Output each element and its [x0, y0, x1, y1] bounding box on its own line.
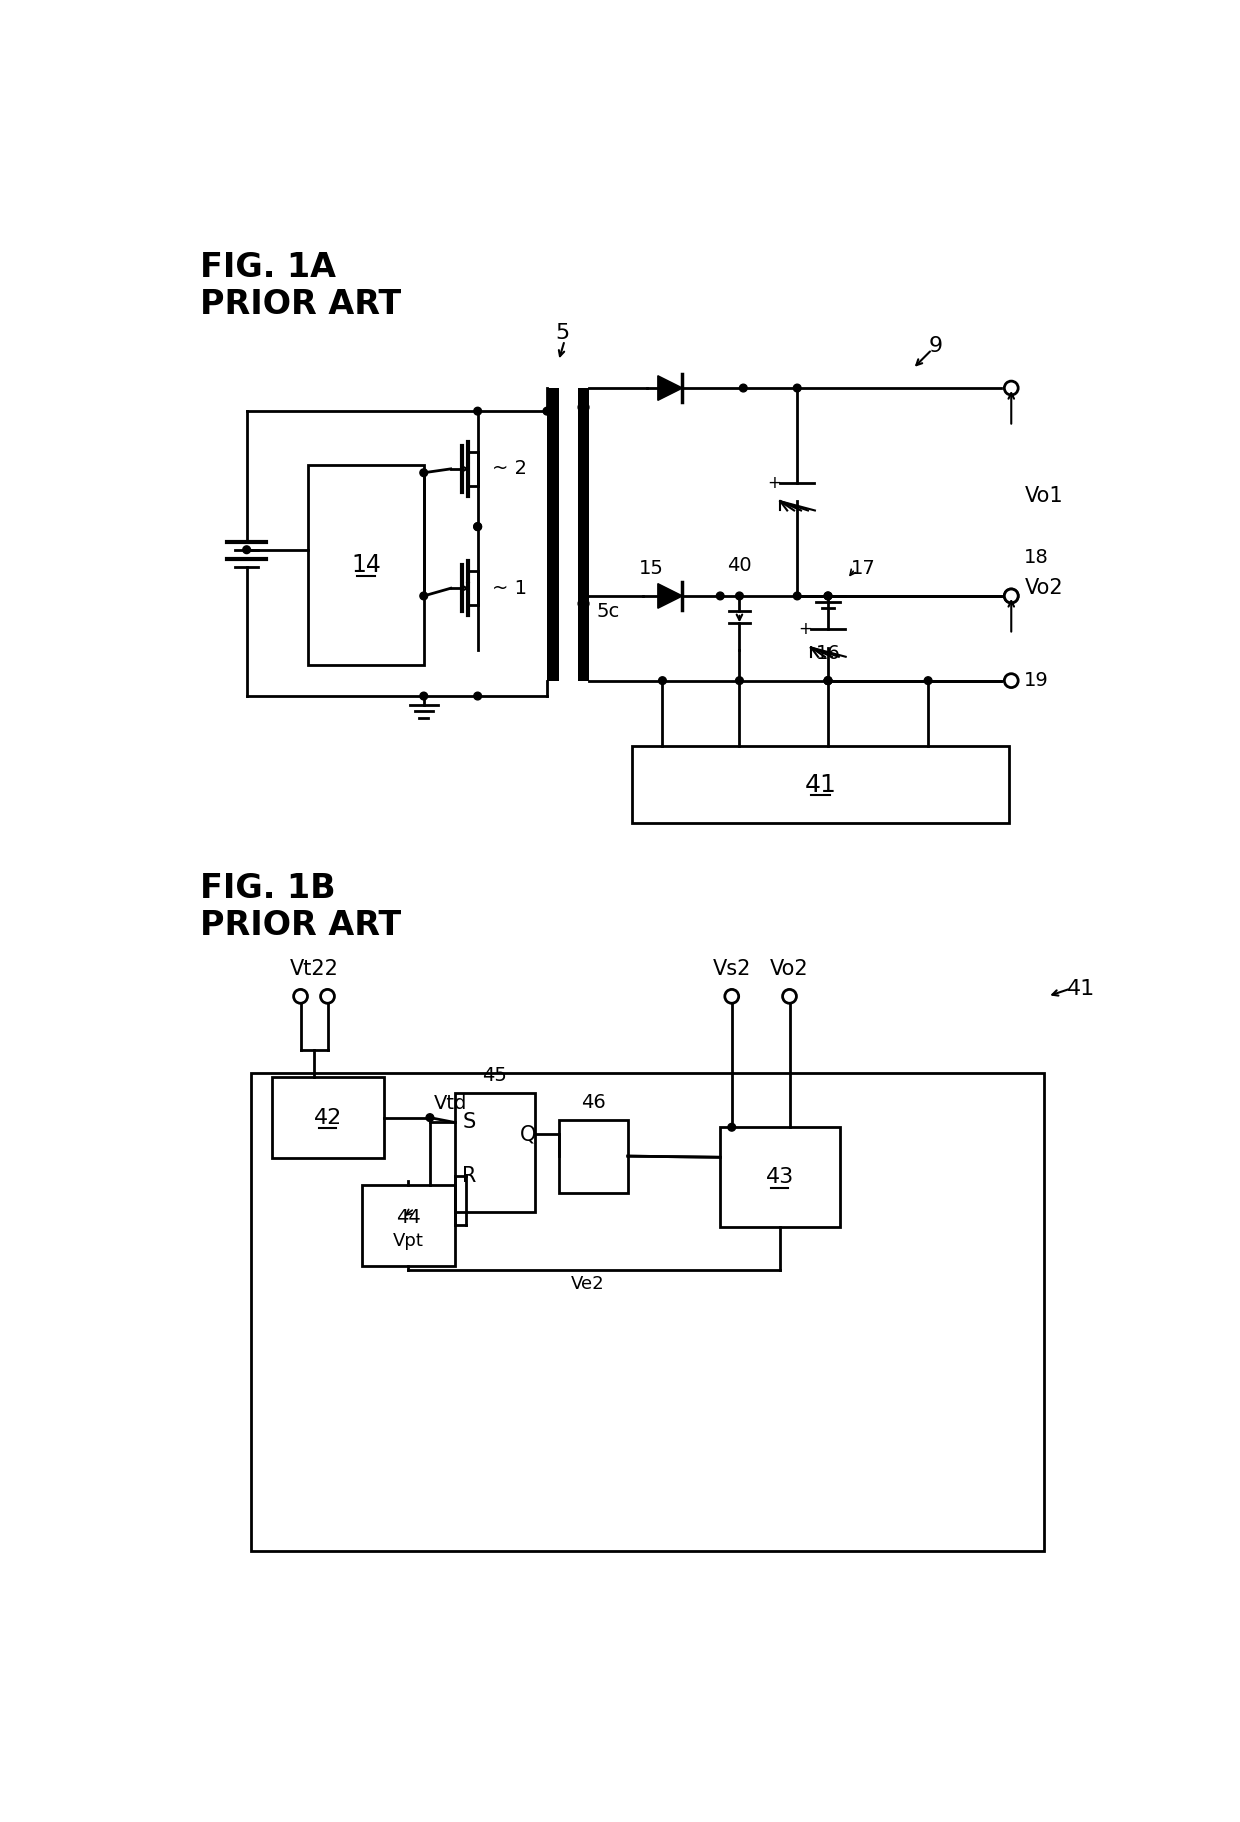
Text: Vpt: Vpt — [393, 1232, 424, 1250]
Text: 15: 15 — [639, 559, 663, 579]
Circle shape — [1004, 589, 1018, 603]
Text: Vs2: Vs2 — [713, 960, 751, 980]
Bar — [250, 1073, 1044, 1551]
Text: 43: 43 — [766, 1168, 794, 1188]
Text: Ve2: Ve2 — [570, 1275, 604, 1292]
Circle shape — [782, 989, 796, 1004]
Bar — [455, 1093, 536, 1212]
Circle shape — [825, 592, 832, 599]
Circle shape — [420, 692, 428, 700]
Text: PRIOR ART: PRIOR ART — [201, 288, 402, 321]
Circle shape — [717, 592, 724, 599]
Circle shape — [321, 989, 335, 1004]
Text: Q: Q — [520, 1124, 537, 1144]
Circle shape — [1004, 381, 1018, 395]
Text: 46: 46 — [580, 1093, 605, 1111]
Text: 18: 18 — [1024, 548, 1049, 567]
Text: 45: 45 — [482, 1066, 507, 1086]
Circle shape — [794, 592, 801, 599]
Text: 5: 5 — [556, 322, 569, 343]
Text: 17: 17 — [851, 559, 875, 579]
Circle shape — [794, 384, 801, 392]
Circle shape — [725, 989, 739, 1004]
Circle shape — [578, 598, 589, 609]
Circle shape — [825, 676, 832, 685]
Text: 9: 9 — [929, 335, 942, 355]
Circle shape — [578, 403, 589, 412]
Text: 40: 40 — [727, 556, 751, 574]
Text: 41: 41 — [805, 773, 836, 796]
Circle shape — [420, 592, 428, 599]
Text: Vt22: Vt22 — [290, 960, 339, 980]
Text: FIG. 1B: FIG. 1B — [201, 871, 336, 904]
Bar — [309, 465, 424, 665]
Text: R: R — [463, 1166, 476, 1186]
Text: ~ 1: ~ 1 — [491, 579, 527, 598]
Circle shape — [739, 384, 748, 392]
Text: 42: 42 — [314, 1108, 342, 1128]
Circle shape — [728, 1124, 735, 1131]
Polygon shape — [658, 375, 682, 401]
Circle shape — [474, 523, 481, 530]
Text: +: + — [768, 474, 781, 492]
Circle shape — [658, 676, 666, 685]
Circle shape — [924, 676, 932, 685]
Bar — [547, 388, 558, 681]
Text: Vo1: Vo1 — [1024, 486, 1063, 507]
Bar — [720, 1128, 839, 1228]
Circle shape — [825, 676, 832, 685]
Text: PRIOR ART: PRIOR ART — [201, 909, 402, 942]
Circle shape — [735, 592, 743, 599]
Bar — [631, 745, 1009, 824]
Circle shape — [735, 676, 743, 685]
Text: 14: 14 — [351, 554, 381, 578]
Text: +: + — [799, 619, 812, 638]
Bar — [362, 1184, 455, 1266]
Text: 5c: 5c — [596, 601, 620, 621]
Circle shape — [543, 408, 551, 415]
Circle shape — [474, 523, 481, 530]
Circle shape — [474, 692, 481, 700]
Circle shape — [294, 989, 308, 1004]
Text: FIG. 1A: FIG. 1A — [201, 251, 336, 284]
Text: 44: 44 — [396, 1208, 420, 1228]
Circle shape — [825, 676, 832, 685]
Polygon shape — [658, 583, 682, 609]
Circle shape — [243, 547, 250, 554]
Bar — [272, 1077, 383, 1159]
Text: Vo2: Vo2 — [1024, 578, 1063, 598]
Text: Vtd: Vtd — [434, 1095, 467, 1113]
Circle shape — [1004, 674, 1018, 687]
Circle shape — [825, 592, 832, 599]
Text: Vo2: Vo2 — [770, 960, 808, 980]
Bar — [578, 388, 589, 681]
Circle shape — [1004, 589, 1018, 603]
Text: ~ 2: ~ 2 — [491, 459, 527, 479]
Text: S: S — [463, 1113, 475, 1133]
Circle shape — [427, 1113, 434, 1122]
Bar — [558, 1119, 627, 1193]
Circle shape — [420, 468, 428, 477]
Circle shape — [547, 403, 558, 412]
Circle shape — [474, 408, 481, 415]
Text: 19: 19 — [1024, 670, 1049, 691]
Text: 16: 16 — [816, 645, 841, 663]
Text: 41: 41 — [1066, 978, 1095, 998]
